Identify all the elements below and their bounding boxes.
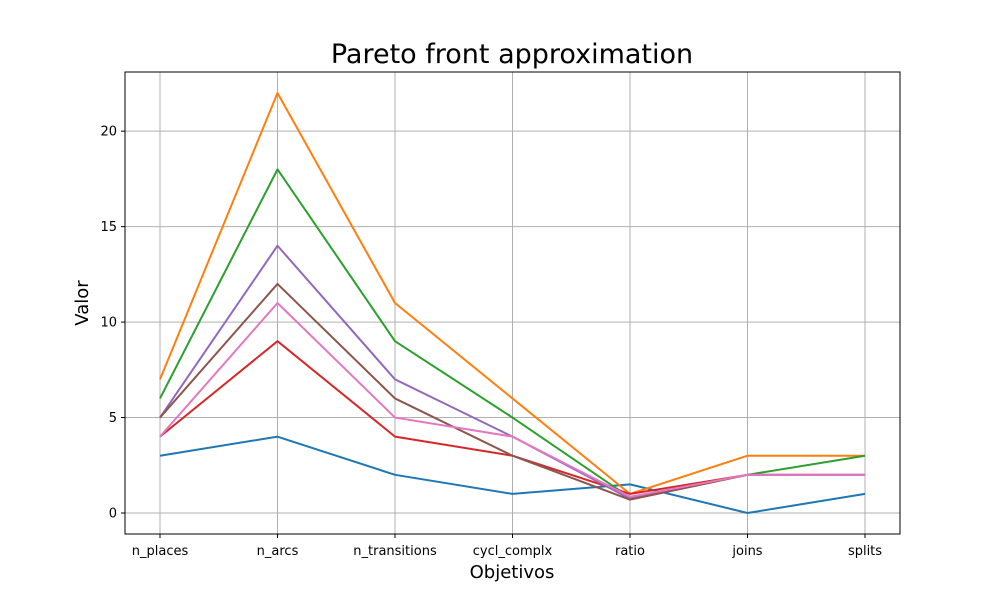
x-tick-label: splits [848,544,882,559]
x-tick-label: ratio [615,544,645,559]
axis-ticks: n_places n_arcs n_transitions cycl_complx ra… [100,125,882,559]
x-tick-label: n_arcs [257,544,299,559]
series-line [159,302,865,498]
y-tick-label: 5 [109,411,117,426]
series-lines [159,92,866,514]
y-tick-label: 10 [100,316,117,331]
y-tick-label: 0 [109,507,117,522]
x-tick-label: n_places [132,544,189,559]
series-line [159,435,866,514]
x-tick-label: cycl_complx [473,544,553,559]
y-tick-label: 20 [100,125,117,140]
y-axis-label: Valor [72,280,93,326]
series-line [159,92,865,495]
chart-title: Pareto front approximation [331,39,693,70]
x-axis-label: Objetivos [470,562,555,583]
x-tick-label: joins [731,544,762,559]
x-tick-label: n_transitions [353,544,437,559]
y-tick-label: 15 [100,220,117,235]
